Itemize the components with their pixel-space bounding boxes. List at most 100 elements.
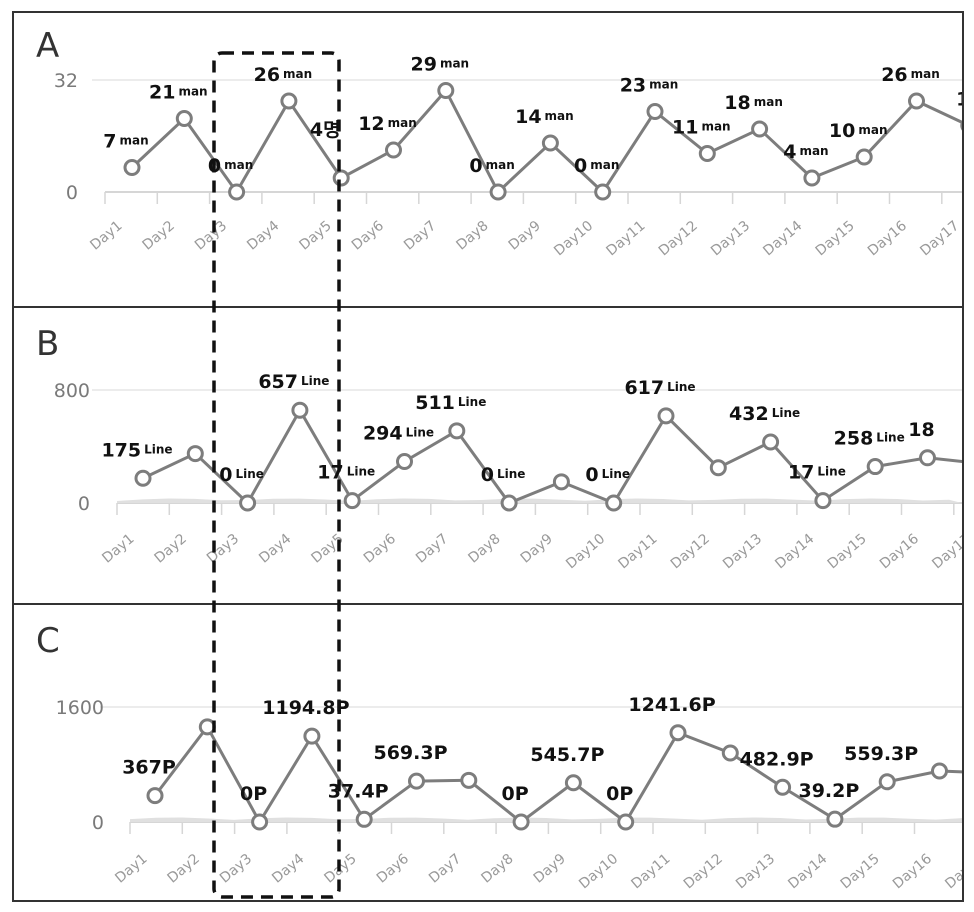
data-point: [134, 469, 152, 487]
data-point: [489, 183, 507, 201]
data-point: [960, 120, 962, 131]
data-label: 432 Line: [729, 403, 800, 425]
data-point: [385, 141, 402, 159]
data-label: 0P: [240, 783, 267, 805]
x-tick-label: Day6: [349, 218, 387, 254]
x-tick-label: Day16: [877, 531, 922, 573]
x-tick-label: Day3: [192, 218, 230, 254]
data-label: 0P: [606, 783, 633, 805]
x-tick-label: Day2: [140, 218, 178, 254]
panel-letter: B: [36, 324, 59, 364]
x-tick-label: Day7: [401, 218, 439, 254]
data-label: 0 man: [469, 155, 514, 177]
data-point: [774, 778, 792, 796]
data-label: 0 man: [574, 155, 619, 177]
data-point: [669, 724, 687, 742]
data-label: 17 Line: [788, 462, 846, 484]
data-point: [355, 810, 373, 828]
panel-letter: A: [36, 26, 59, 66]
x-tick-label: Day1: [112, 851, 150, 887]
data-label: 14 man: [515, 106, 574, 128]
data-label: 1194.8P: [262, 697, 349, 719]
data-label: 1241.6P: [628, 694, 715, 716]
x-tick-label: Day8: [453, 218, 491, 254]
data-label: 4 man: [783, 141, 828, 163]
x-tick-label: Day7: [426, 851, 464, 887]
baseline-area: [117, 498, 962, 503]
data-point: [228, 183, 246, 201]
data-label: 258 Line: [834, 428, 905, 450]
y-tick-label: 0: [92, 812, 104, 834]
x-tick-label: Day1: [99, 531, 137, 567]
x-tick-label: Day11: [628, 851, 673, 892]
x-tick-label: Day13: [720, 531, 765, 572]
data-label: 18 man: [724, 92, 783, 114]
data-label: 1: [956, 89, 969, 111]
data-point: [814, 492, 832, 510]
data-label: 39.2P: [798, 780, 859, 802]
x-tick-label: Day2: [152, 531, 190, 567]
x-tick-label: Day15: [838, 851, 883, 892]
data-point: [175, 110, 193, 127]
data-label: 11 man: [672, 117, 731, 139]
x-tick-label: Day14: [760, 218, 805, 260]
x-tick-label: Day9: [506, 218, 544, 254]
data-point: [826, 810, 844, 828]
x-tick-label: Day5: [296, 218, 334, 254]
x-tick-label: Day15: [825, 531, 870, 572]
data-point: [500, 494, 518, 512]
data-point: [239, 494, 257, 512]
data-point: [146, 787, 164, 805]
x-tick-label: Day12: [681, 851, 726, 892]
data-label: 294 Line: [363, 422, 434, 444]
x-tick-label: Day4: [244, 218, 282, 254]
y-tick-label: 1600: [56, 697, 104, 719]
data-point: [408, 772, 425, 790]
data-point: [291, 401, 309, 419]
data-point: [512, 813, 530, 831]
data-point: [762, 433, 780, 451]
data-label: 29 man: [410, 54, 469, 76]
x-tick-label: Day3: [204, 531, 242, 567]
x-tick-label: Day17: [929, 531, 974, 572]
data-point: [709, 459, 727, 477]
data-label: 7 man: [103, 131, 148, 153]
data-point: [280, 92, 298, 110]
x-tick-label: Day2: [165, 851, 203, 887]
panel-letter: C: [36, 621, 60, 661]
data-point: [594, 183, 612, 201]
data-point: [803, 169, 821, 187]
data-label: 0P: [502, 783, 529, 805]
x-tick-label: Day15: [813, 218, 858, 259]
data-point: [919, 449, 936, 467]
data-label: 10 man: [829, 120, 888, 142]
data-point: [657, 407, 675, 425]
panel-a: A 32 0 Day1 Day2 Day3 Day4 Day5 Day6 Day7 Day8 Day9…: [36, 26, 969, 260]
series-line: [153, 724, 962, 825]
x-tick-label: Day7: [413, 531, 451, 567]
data-label: 511 Line: [415, 392, 486, 414]
x-tick-label: Day13: [708, 218, 753, 259]
x-tick-label: Day16: [890, 851, 935, 893]
x-tick-label: Day4: [269, 851, 307, 887]
y-tick-label: 0: [66, 182, 78, 204]
data-point: [437, 82, 455, 99]
data-point: [396, 452, 413, 470]
data-label: 37.4P: [328, 780, 389, 802]
x-tick-label: Day17: [917, 218, 962, 259]
data-point: [878, 773, 896, 791]
data-label: 0 Line: [585, 464, 630, 486]
data-point: [698, 145, 716, 162]
x-tick-label: Day6: [361, 531, 399, 567]
data-label: 559.3P: [844, 743, 918, 765]
data-label: 17 Line: [317, 462, 375, 484]
data-label: 21 man: [149, 82, 208, 104]
data-point: [866, 458, 884, 476]
data-label: 657 Line: [258, 371, 329, 393]
data-point: [448, 422, 466, 440]
panel-c-frame: [12, 603, 964, 902]
x-tick-label: Day10: [576, 851, 621, 892]
x-tick-label: Day11: [615, 531, 660, 572]
x-tick-label: Day8: [478, 851, 516, 887]
